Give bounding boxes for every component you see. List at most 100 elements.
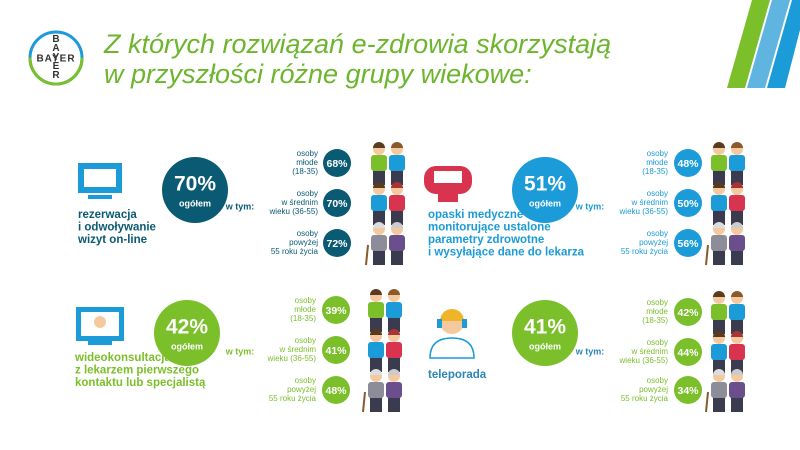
total-value: 70% [174,173,216,196]
group-value: 72% [326,238,348,250]
subtitle: w tym: [575,346,605,356]
group-label: wieku (36-55) [269,207,319,216]
group-circle [674,149,702,177]
total-caption: ogółem [179,198,211,208]
person-legs [731,396,743,412]
person-body [711,344,727,360]
person-legs [388,356,400,372]
person-legs [388,316,400,332]
person-body [711,195,727,211]
group-value: 68% [326,158,348,170]
group-label: 55 roku życia [621,247,669,256]
person-hair [391,222,403,228]
total-circle [162,157,228,223]
person-body [711,235,727,251]
person-hair [388,289,400,295]
panel-label: wizyt on-line [77,234,147,246]
person-legs [391,249,403,265]
group-label: osoby [295,376,316,385]
title-line: Z których rozwiązań e-zdrowia skorzystaj… [103,29,611,59]
group-circle [322,376,350,404]
panel-label: monitorujące ustalone [428,222,551,234]
group-label: powyżej [287,385,316,394]
person-hair [391,142,403,148]
total-value: 42% [166,316,208,339]
stripe [767,0,800,88]
person-hair [731,222,743,228]
group-circle [674,298,702,326]
group-label: w średnim [631,347,669,356]
person-hair [713,369,725,375]
panel-label: kontaktu lub specjalistą [75,377,206,389]
group-label: (18-35) [292,167,318,176]
person-legs [731,169,743,185]
group-label: wieku (36-55) [619,356,669,365]
person-hair [731,291,743,297]
group-label: wieku (36-55) [619,207,669,216]
group-circle [674,338,702,366]
group-label: młode [646,307,668,316]
group-label: w średnim [281,198,319,207]
icon-hair [440,309,464,321]
person-legs [731,318,743,334]
icon-body [429,337,475,359]
group-value: 48% [325,385,347,397]
total-value: 51% [524,173,566,196]
total-circle [154,300,220,366]
person-hair [731,182,743,188]
group-label: osoby [295,296,316,305]
icon-headset [437,319,442,328]
person-body [371,195,387,211]
person-legs [713,318,725,334]
person-legs [713,209,725,225]
group-label: powyżej [289,238,318,247]
person-legs [388,396,400,412]
total-caption: ogółem [529,198,561,208]
person-body [368,382,384,398]
group-label: 55 roku życia [271,247,319,256]
person-legs [731,209,743,225]
person-body [711,304,727,320]
icon-doctor [94,316,106,328]
group-label: młode [294,305,316,314]
icon-stand [88,341,112,345]
group-value: 70% [326,198,348,210]
person-hair [373,142,385,148]
cane [705,391,709,413]
person-body [386,342,402,358]
total-circle [512,300,578,366]
group-label: (18-35) [642,167,668,176]
person-hair [713,142,725,148]
group-label: młode [296,158,318,167]
total-value: 41% [524,316,566,339]
person-body [389,155,405,171]
panel-label: opaski medyczne [428,209,523,221]
icon-headset [462,319,467,328]
group-label: osoby [297,229,318,238]
icon-display [434,171,462,183]
person-legs [370,396,382,412]
person-body [386,382,402,398]
logo-ring [28,30,84,86]
person-hair [731,369,743,375]
person-legs [713,169,725,185]
group-label: osoby [295,336,316,345]
panel-label: teleporada [428,369,487,381]
group-value: 42% [677,307,699,319]
person-legs [713,396,725,412]
group-circle [323,229,351,257]
cane [705,244,709,266]
person-hair [373,182,385,188]
person-body [368,302,384,318]
person-legs [713,249,725,265]
panel-label: z lekarzem pierwszego [75,365,199,377]
group-label: osoby [647,298,668,307]
logo-text-vertical: BAYER [51,34,62,79]
person-body [386,302,402,318]
group-value: 50% [677,198,699,210]
logo: BAYER BAYER [28,30,84,86]
group-label: osoby [647,149,668,158]
person-legs [391,209,403,225]
